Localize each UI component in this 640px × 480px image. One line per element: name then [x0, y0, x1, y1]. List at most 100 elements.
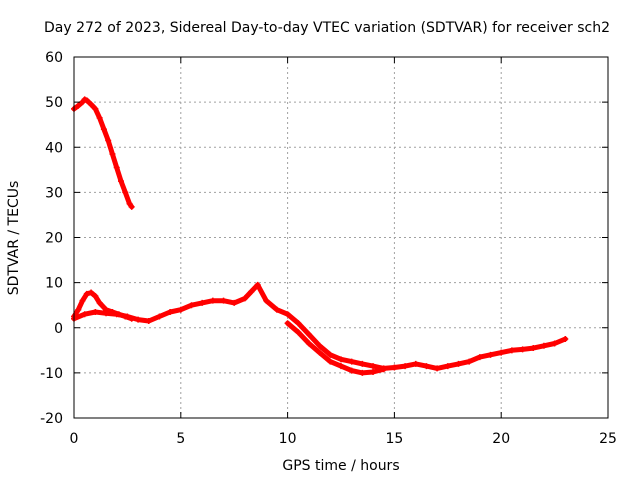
data-point [263, 297, 270, 304]
x-tick-label: 15 [385, 431, 403, 447]
x-tick-label: 25 [599, 431, 617, 447]
data-point [248, 288, 255, 295]
data-point [295, 320, 302, 327]
axis-ticks: 0 5 10 15 20 25 -20 -10 0 10 20 30 40 50 60 [40, 50, 617, 447]
y-tick-label: -10 [40, 366, 63, 382]
data-point [519, 346, 526, 353]
data-point [122, 189, 129, 196]
data-point [455, 360, 462, 367]
x-tick-label: 0 [70, 431, 79, 447]
y-tick-label: 0 [54, 321, 63, 337]
data-point [327, 358, 334, 365]
series-lower-branch [285, 320, 387, 376]
data-point [92, 105, 99, 112]
data-point [109, 151, 116, 158]
y-tick-label: 50 [45, 95, 63, 111]
y-tick-label: 60 [45, 50, 63, 66]
data-point [540, 342, 547, 349]
data-point [295, 329, 302, 336]
x-tick-label: 5 [176, 431, 185, 447]
data-point [79, 297, 86, 304]
data-point [100, 126, 107, 133]
data-point [316, 349, 323, 356]
data-point [423, 363, 430, 370]
data-point [209, 297, 216, 304]
data-point [487, 351, 494, 358]
data-point [305, 331, 312, 338]
x-tick-label: 20 [492, 431, 510, 447]
data-point [402, 363, 409, 370]
data-point [359, 360, 366, 367]
data-point [254, 281, 261, 288]
y-tick-label: 20 [45, 231, 63, 247]
data-point [316, 342, 323, 349]
data-point [113, 164, 120, 171]
data-point [348, 367, 355, 374]
data-point [412, 360, 419, 367]
data-point [370, 368, 377, 375]
x-tick-label: 10 [279, 431, 297, 447]
y-tick-label: 30 [45, 185, 63, 201]
data-point [92, 293, 99, 300]
y-tick-label: 40 [45, 140, 63, 156]
data-point [145, 317, 152, 324]
data-point [75, 102, 82, 109]
data-point [231, 299, 238, 306]
data-point [199, 299, 206, 306]
data-point [117, 178, 124, 185]
data-point [188, 302, 195, 309]
data-point [92, 308, 99, 315]
grid-lines [74, 57, 608, 418]
data-point [105, 137, 112, 144]
data-point [370, 363, 377, 370]
data-point [88, 289, 95, 296]
data-point [284, 311, 291, 318]
data-point [434, 365, 441, 372]
data-point [466, 358, 473, 365]
data-point [220, 297, 227, 304]
data-point [167, 308, 174, 315]
data-point [75, 306, 82, 313]
data-point [562, 336, 569, 343]
data-point [135, 316, 142, 323]
data-point [498, 349, 505, 356]
data-point [327, 351, 334, 358]
data-point [273, 306, 280, 313]
y-tick-label: 10 [45, 276, 63, 292]
data-point [551, 340, 558, 347]
y-axis-label: SDTVAR / TECUs [6, 181, 22, 296]
data-point [359, 369, 366, 376]
data-point [284, 320, 291, 327]
data-point [88, 101, 95, 108]
data-point [96, 114, 103, 121]
data-point [508, 347, 515, 354]
data-point [103, 310, 110, 317]
data-point [156, 313, 163, 320]
data-point [113, 311, 120, 318]
y-tick-label: -20 [40, 411, 63, 427]
data-point [177, 306, 184, 313]
data-point [338, 356, 344, 363]
chart-title: Day 272 of 2023, Sidereal Day-to-day VTE… [44, 20, 610, 36]
data-point [476, 354, 483, 361]
data-point [530, 345, 537, 352]
series-upper-arc [71, 96, 135, 210]
data-point [83, 97, 90, 104]
x-axis-label: GPS time / hours [282, 458, 399, 474]
data-point [305, 340, 312, 347]
data-point [126, 200, 133, 207]
data-point [241, 295, 248, 302]
data-series [71, 96, 569, 376]
data-point [128, 203, 135, 210]
data-point [96, 299, 103, 306]
data-point [380, 366, 387, 373]
data-point [124, 313, 131, 320]
data-point [348, 358, 355, 365]
data-point [338, 363, 344, 370]
data-point [391, 364, 398, 371]
data-point [81, 311, 88, 318]
data-point [444, 363, 451, 370]
data-point [83, 290, 90, 297]
